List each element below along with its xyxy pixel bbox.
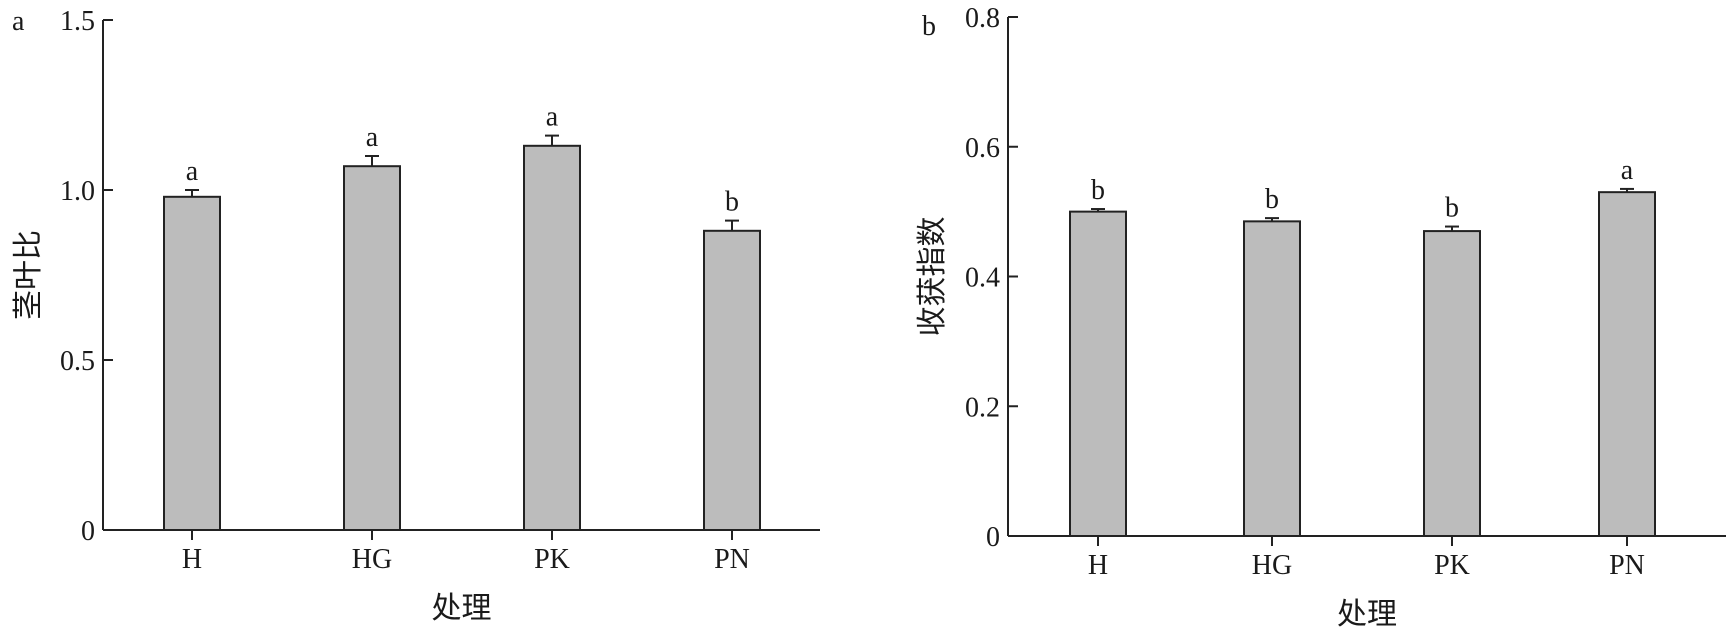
significance-label: a: [546, 102, 559, 133]
x-tick-label: PK: [1434, 550, 1470, 581]
chart-panel-a: a 0 0.5 1.0 1.5 a Ha HG a PK b PN 处理 茎叶比: [12, 6, 820, 625]
bar: [163, 195, 221, 532]
x-tick-label: PN: [1609, 550, 1645, 581]
bar: [1598, 191, 1656, 537]
y-tick-label: 0.2: [965, 392, 1000, 423]
x-tick-label: HG: [352, 544, 392, 575]
x-tick-label: HG: [1252, 550, 1292, 581]
bar: [523, 144, 581, 532]
y-tick-label: 0: [81, 516, 95, 547]
panel-label: b: [922, 11, 936, 42]
significance-label: b: [1265, 184, 1279, 215]
significance-label: b: [725, 187, 739, 218]
x-axis-title: 处理: [1337, 598, 1397, 631]
x-tick-label: H: [1088, 550, 1108, 581]
y-axis-title: 收获指数: [916, 217, 949, 337]
y-tick-label: 1.5: [60, 6, 95, 37]
bar: [703, 229, 761, 532]
significance-label: b: [1091, 175, 1105, 206]
chart-panel-b: b 0 0.2 0.4 0.6 0.8 b Hb HG b PK a PN 处理 收获指数: [916, 3, 1726, 631]
x-tick-label: PN: [714, 544, 750, 575]
x-tick-label: H: [182, 544, 202, 575]
y-tick-label: 1.0: [60, 176, 95, 207]
x-axis-title: 处理: [432, 592, 492, 625]
significance-label: a: [366, 122, 379, 153]
bar: [1243, 220, 1301, 537]
y-tick-label: 0.4: [965, 263, 1000, 294]
y-tick-label: 0.5: [60, 346, 95, 377]
significance-label: b: [1445, 193, 1459, 224]
panel-label: a: [12, 6, 25, 37]
significance-label: a: [1621, 155, 1634, 186]
y-tick-label: 0: [986, 522, 1000, 553]
y-tick-label: 0.8: [965, 3, 1000, 34]
x-tick-label: PK: [534, 544, 570, 575]
y-axis-title: 茎叶比: [12, 230, 45, 320]
bar: [343, 165, 401, 531]
bar: [1069, 210, 1127, 537]
y-tick-label: 0.6: [965, 133, 1000, 164]
significance-label: a: [186, 156, 199, 187]
bar: [1423, 230, 1481, 537]
